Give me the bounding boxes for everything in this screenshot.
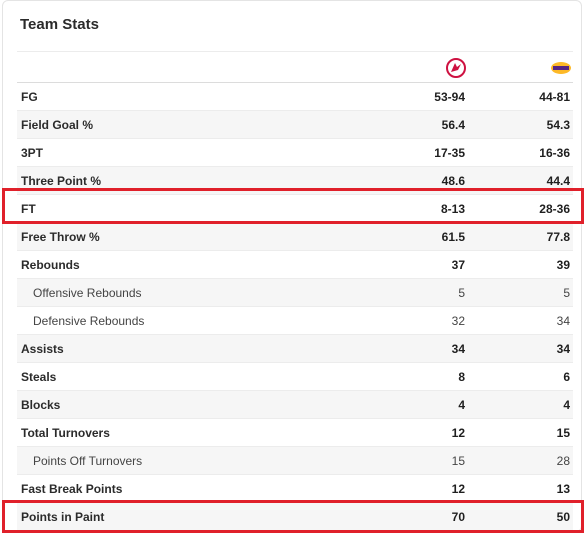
home-value: 12 — [451, 426, 465, 440]
stat-label: Fast Break Points — [21, 482, 123, 496]
stat-label: Free Throw % — [21, 230, 100, 244]
away-value: 4 — [563, 398, 570, 412]
table-row: Steals 8 6 — [17, 363, 573, 391]
home-value: 5 — [458, 286, 465, 300]
home-value: 4 — [458, 398, 465, 412]
stat-label: Assists — [21, 342, 64, 356]
away-value: 50 — [556, 510, 570, 524]
stat-label: Blocks — [21, 398, 61, 412]
card-title: Team Stats — [20, 16, 99, 33]
home-value: 12 — [451, 482, 465, 496]
home-value: 34 — [451, 342, 465, 356]
table-row: Rebounds 37 39 — [17, 251, 573, 279]
stat-label: Steals — [21, 370, 57, 384]
stat-label: Defensive Rebounds — [33, 314, 145, 328]
table-row: Points in Paint 70 50 — [17, 503, 573, 531]
table-row: Three Point % 48.6 44.4 — [17, 167, 573, 195]
away-value: 44.4 — [546, 174, 570, 188]
home-value: 48.6 — [441, 174, 465, 188]
stat-label: Rebounds — [21, 258, 80, 272]
stat-label: Points in Paint — [21, 510, 105, 524]
stat-label: Total Turnovers — [21, 426, 110, 440]
stat-label: FT — [21, 202, 36, 216]
home-value: 56.4 — [441, 118, 465, 132]
away-value: 5 — [563, 286, 570, 300]
table-row: Assists 34 34 — [17, 335, 573, 363]
lakers-logo-icon[interactable] — [550, 58, 572, 78]
away-value: 28 — [556, 454, 570, 468]
table-row: Blocks 4 4 — [17, 391, 573, 419]
away-value: 77.8 — [546, 230, 570, 244]
home-value: 8-13 — [440, 202, 465, 216]
raptors-logo-icon[interactable] — [445, 58, 467, 78]
table-row: 3PT 17-35 16-36 — [17, 139, 573, 167]
stat-label: Points Off Turnovers — [33, 454, 143, 468]
stat-label: Field Goal % — [21, 118, 94, 132]
away-value: 15 — [556, 426, 570, 440]
away-value: 34 — [556, 342, 570, 356]
table-row: Fast Break Points 12 13 — [17, 475, 573, 503]
away-value: 13 — [556, 482, 570, 496]
stat-label: FG — [21, 90, 38, 104]
home-value: 17-35 — [434, 146, 465, 160]
home-value: 15 — [451, 454, 465, 468]
away-value: 34 — [556, 314, 570, 328]
away-value: 39 — [556, 258, 570, 272]
home-value: 37 — [451, 258, 465, 272]
away-value: 28-36 — [539, 202, 570, 216]
home-value: 61.5 — [441, 230, 465, 244]
table-row: Total Turnovers 12 15 — [17, 419, 573, 447]
away-value: 16-36 — [539, 146, 570, 160]
table-row: Field Goal % 56.4 54.3 — [17, 111, 573, 139]
stats-table: FG 53-94 44-81 Field Goal % 56.4 54.3 3PT 17-35… — [17, 83, 573, 531]
home-value: 8 — [458, 370, 465, 384]
table-row: FG 53-94 44-81 — [17, 83, 573, 111]
home-value: 70 — [451, 510, 465, 524]
team-header-row — [17, 51, 573, 83]
away-value: 44-81 — [539, 90, 570, 104]
stat-label: 3PT — [21, 146, 44, 160]
away-value: 6 — [563, 370, 570, 384]
home-value: 53-94 — [434, 90, 465, 104]
table-row: Points Off Turnovers 15 28 — [17, 447, 573, 475]
table-row: Defensive Rebounds 32 34 — [17, 307, 573, 335]
stat-label: Three Point % — [21, 174, 102, 188]
home-value: 32 — [451, 314, 465, 328]
table-row: Free Throw % 61.5 77.8 — [17, 223, 573, 251]
table-row: FT 8-13 28-36 — [17, 195, 573, 223]
table-row: Offensive Rebounds 5 5 — [17, 279, 573, 307]
stat-label: Offensive Rebounds — [33, 286, 142, 300]
away-value: 54.3 — [546, 118, 570, 132]
